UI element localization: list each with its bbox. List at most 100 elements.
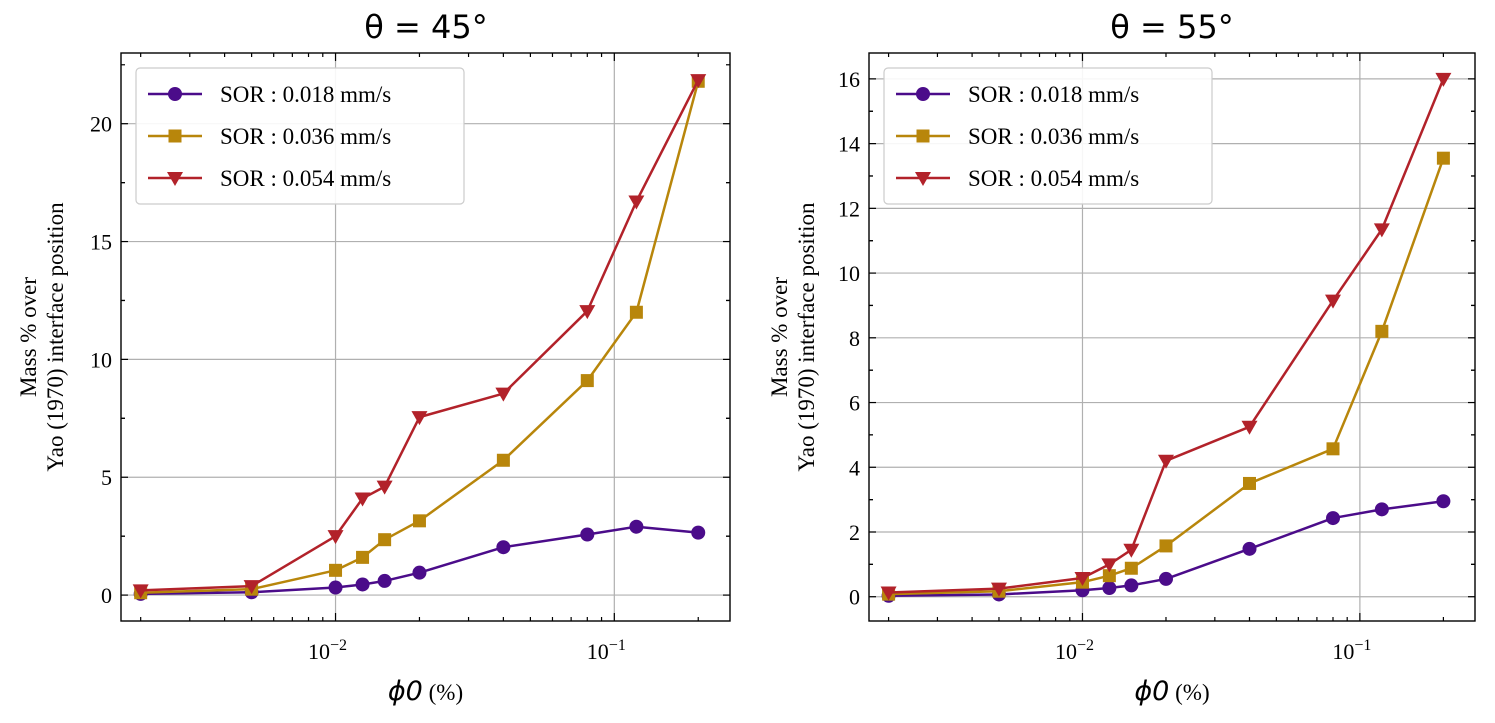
- series-line: [888, 78, 1445, 594]
- chart-title: θ = 55°: [1110, 8, 1233, 46]
- series-line: [140, 79, 700, 592]
- data-point: [1374, 502, 1389, 517]
- plot-frame: [120, 52, 731, 622]
- data-point: [377, 573, 392, 588]
- data-point: [690, 74, 707, 89]
- legend-marker: [168, 129, 182, 143]
- y-tick-label: 5: [101, 465, 112, 490]
- data-point: [629, 519, 644, 534]
- legend-label: SOR : 0.036 mm/s: [220, 124, 391, 149]
- data-point: [243, 580, 260, 595]
- data-point: [412, 514, 426, 528]
- data-point: [990, 582, 1007, 597]
- data-point: [1325, 294, 1342, 309]
- data-point: [629, 305, 643, 319]
- x-tick-label: 10−1: [587, 637, 626, 664]
- y-tick-label: 10: [90, 347, 112, 372]
- data-point: [1074, 571, 1091, 586]
- y-tick-label: 0: [101, 583, 112, 608]
- legend-label: SOR : 0.054 mm/s: [220, 166, 391, 191]
- data-point: [1242, 541, 1257, 556]
- y-tick-label: 12: [838, 196, 860, 221]
- y-axis-label: Mass % overYao (1970) interface position: [16, 202, 68, 472]
- data-point: [495, 387, 512, 402]
- data-point: [496, 453, 510, 467]
- series-line: [888, 500, 1444, 598]
- legend-marker: [168, 87, 182, 101]
- data-point: [580, 374, 594, 388]
- y-tick-label: 16: [838, 67, 860, 92]
- legend-marker: [167, 172, 183, 186]
- series-2: [882, 151, 1450, 601]
- y-tick-label: 10: [838, 261, 860, 286]
- x-axis-label: ϕ0 (%): [388, 676, 463, 707]
- data-point: [691, 525, 706, 540]
- data-point: [1123, 543, 1140, 558]
- y-axis-label: Mass % overYao (1970) interface position: [767, 202, 819, 472]
- data-point: [412, 565, 427, 580]
- data-point: [1436, 494, 1451, 509]
- data-point: [580, 527, 595, 542]
- legend-label: SOR : 0.018 mm/s: [220, 82, 391, 107]
- data-point: [1124, 578, 1139, 593]
- series-line: [140, 525, 699, 596]
- y-tick-label: 15: [90, 230, 112, 255]
- data-point: [1101, 558, 1118, 573]
- data-point: [1435, 72, 1452, 87]
- data-point: [411, 411, 428, 426]
- series-1: [133, 519, 706, 601]
- series-line: [888, 157, 1445, 596]
- legend-marker: [916, 129, 930, 143]
- data-point: [1375, 324, 1389, 338]
- data-point: [628, 195, 645, 210]
- series-3: [880, 72, 1452, 601]
- data-point: [1326, 442, 1340, 456]
- data-point: [1326, 511, 1341, 526]
- data-point: [1102, 569, 1116, 583]
- data-point: [1241, 420, 1258, 435]
- data-point: [1373, 223, 1390, 238]
- chart-title: θ = 45°: [364, 8, 487, 46]
- legend-marker: [915, 172, 931, 186]
- data-point: [496, 540, 511, 555]
- data-point: [328, 580, 343, 595]
- y-tick-label: 2: [849, 520, 860, 545]
- legend-label: SOR : 0.018 mm/s: [968, 82, 1139, 107]
- data-point: [579, 305, 596, 320]
- data-point: [329, 563, 343, 577]
- legend: SOR : 0.018 mm/s SOR : 0.036 mm/s SOR : 0.…: [135, 67, 465, 205]
- y-tick-label: 4: [849, 455, 860, 480]
- data-point: [1158, 571, 1173, 586]
- y-tick-label: 20: [90, 112, 112, 137]
- plot-frame: [868, 52, 1476, 622]
- data-point: [880, 586, 897, 601]
- legend-label: SOR : 0.054 mm/s: [968, 166, 1139, 191]
- data-point: [1159, 539, 1173, 553]
- y-tick-label: 8: [849, 326, 860, 351]
- legend-label: SOR : 0.036 mm/s: [968, 124, 1139, 149]
- legend-box: [883, 67, 1213, 205]
- series-line: [140, 80, 700, 594]
- y-tick-label: 6: [849, 391, 860, 416]
- x-axis-label: ϕ0 (%): [1134, 676, 1209, 707]
- data-point: [1124, 561, 1138, 575]
- y-tick-label: 0: [849, 585, 860, 610]
- x-tick-label: 10−2: [1055, 637, 1094, 664]
- data-point: [354, 492, 371, 507]
- panel-1: θ = 45° 0 5 10 15 20 10−2 10−1 ϕ0 (%) Mass % over…: [16, 8, 731, 707]
- data-point: [378, 533, 392, 547]
- data-point: [355, 577, 370, 592]
- y-tick-label: 14: [838, 132, 860, 157]
- data-point: [1242, 476, 1256, 490]
- data-point: [1102, 580, 1117, 595]
- data-point: [376, 480, 393, 495]
- data-point: [132, 584, 149, 599]
- legend: SOR : 0.018 mm/s SOR : 0.036 mm/s SOR : 0.…: [883, 67, 1213, 205]
- series-3: [132, 74, 707, 599]
- data-point: [1436, 151, 1450, 165]
- panel-2: θ = 55° 0 2 4 6 8 10 12 14 16 10−2 10−1 ϕ0 (%) Mass %…: [767, 8, 1476, 707]
- x-tick-label: 10−2: [308, 637, 347, 664]
- data-point: [1157, 454, 1174, 469]
- data-point: [327, 530, 344, 545]
